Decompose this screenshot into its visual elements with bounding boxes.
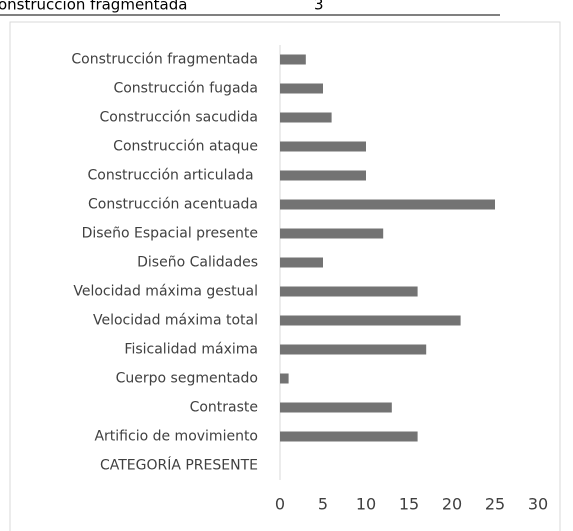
y-tick-label: Velocidad máxima gestual — [73, 284, 258, 300]
y-tick-label: Construcción acentuada — [88, 197, 258, 213]
y-tick-label: Diseño Espacial presente — [82, 226, 258, 242]
y-tick-label: Construcción fugada — [113, 81, 258, 97]
x-tick-label: 15 — [399, 495, 419, 514]
x-tick-label: 5 — [318, 495, 328, 514]
y-tick-label: Construcción fragmentada — [71, 52, 258, 68]
bar — [280, 170, 366, 181]
y-tick-label: Artificio de movimiento — [94, 429, 258, 445]
y-tick-label: Construcción sacudida — [100, 110, 258, 126]
y-tick-label: Construcción articulada — [88, 168, 258, 184]
bar — [280, 315, 461, 326]
bar — [280, 344, 427, 355]
bar — [280, 112, 332, 123]
chart-border — [9, 21, 561, 531]
y-tick-label: Fisicalidad máxima — [124, 342, 258, 358]
y-tick-label: CATEGORÍA PRESENTE — [100, 457, 258, 474]
x-tick-label: 10 — [356, 495, 376, 514]
header-cell: 3 — [314, 0, 324, 14]
y-tick-label: Construcción ataque — [113, 139, 258, 155]
bar — [280, 257, 323, 268]
y-tick-label: Contraste — [190, 400, 258, 416]
bar — [280, 402, 392, 413]
y-tick-label: Cuerpo segmentado — [116, 371, 258, 387]
y-tick-label: Velocidad máxima total — [93, 313, 258, 329]
x-tick-label: 30 — [528, 495, 548, 514]
y-tick-label: Diseño Calidades — [137, 255, 258, 271]
bar — [280, 373, 289, 384]
x-tick-label: 20 — [442, 495, 462, 514]
bar — [280, 83, 323, 94]
x-tick-label: 25 — [485, 495, 505, 514]
bar — [280, 431, 418, 442]
bar — [280, 54, 306, 65]
bar — [280, 286, 418, 297]
x-tick-label: 0 — [275, 495, 285, 514]
bar — [280, 141, 366, 152]
bar — [280, 228, 384, 239]
header-cell: onstrucción fragmentada — [0, 0, 187, 14]
bar — [280, 199, 495, 210]
